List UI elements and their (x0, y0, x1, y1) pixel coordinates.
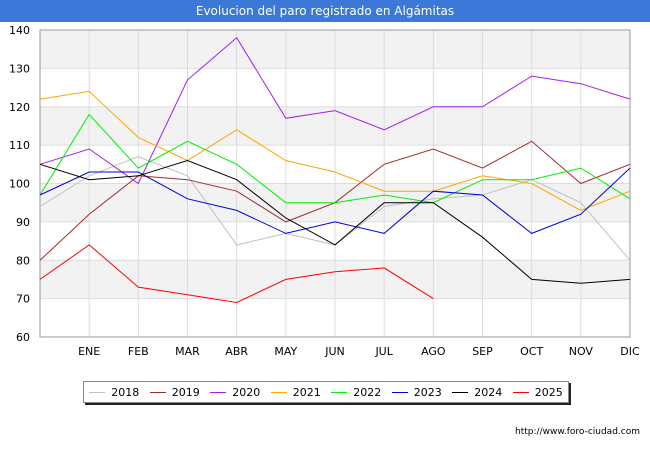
legend-item-2019: 2019 (149, 385, 200, 399)
legend-swatch (331, 391, 348, 393)
legend-label: 2021 (292, 385, 321, 399)
x-tick-label: DIC (620, 345, 640, 358)
legend-label: 2020 (232, 385, 261, 399)
legend-swatch (149, 391, 166, 393)
legend-item-2018: 2018 (89, 386, 139, 399)
legend-label: 2025 (534, 385, 563, 399)
legend-swatch (210, 391, 227, 393)
x-tick-label: JUL (374, 345, 393, 358)
x-tick-label: FEB (128, 345, 149, 358)
y-tick-label: 140 (9, 24, 30, 37)
legend-swatch (512, 391, 529, 393)
x-tick-label: ABR (225, 345, 248, 358)
x-tick-label: SEP (472, 345, 493, 358)
y-tick-label: 100 (9, 178, 30, 191)
chart-legend: 2018 2019 2020 2021 2022 2023 2024 2025 (83, 381, 569, 403)
x-tick-label: ENE (78, 345, 100, 358)
legend-label: 2024 (474, 385, 503, 399)
legend-label: 2022 (353, 385, 382, 399)
legend-swatch (452, 391, 469, 393)
x-tick-label: JUN (324, 345, 345, 358)
legend-item-2022: 2022 (331, 386, 381, 399)
legend-swatch (89, 391, 106, 393)
x-tick-label: AGO (421, 345, 446, 358)
y-tick-label: 70 (16, 293, 30, 306)
source-url[interactable]: http://www.foro-ciudad.com (515, 427, 640, 437)
y-tick-label: 80 (16, 254, 30, 267)
series-line-2024 (39, 159, 631, 284)
y-tick-label: 110 (9, 139, 30, 152)
y-tick-label: 120 (9, 101, 30, 114)
x-tick-label: MAR (175, 345, 200, 358)
legend-item-2024: 2024 (452, 386, 502, 399)
series-line-2025 (39, 244, 434, 304)
legend-label: 2018 (111, 385, 140, 399)
chart-title: Evolucion del paro registrado en Algámit… (0, 0, 650, 22)
legend-swatch (391, 391, 408, 393)
legend-swatch (270, 391, 287, 393)
x-tick-label: NOV (569, 345, 594, 358)
legend-item-2021: 2021 (270, 385, 321, 399)
legend-item-2020: 2020 (210, 386, 260, 399)
x-tick-label: OCT (520, 345, 543, 358)
y-tick-label: 130 (9, 62, 30, 75)
legend-label: 2019 (171, 385, 200, 399)
x-tick-label: MAY (274, 345, 297, 358)
y-tick-label: 90 (16, 216, 30, 229)
series-line-2022 (39, 113, 631, 204)
plot-border (39, 29, 631, 338)
series-line-2021 (39, 90, 631, 211)
legend-item-2025: 2025 (512, 385, 563, 399)
y-tick-label: 60 (16, 331, 30, 344)
series-line-2023 (39, 167, 631, 234)
series-line-2020 (39, 36, 631, 185)
legend-label: 2023 (413, 385, 442, 399)
legend-item-2023: 2023 (391, 385, 442, 399)
